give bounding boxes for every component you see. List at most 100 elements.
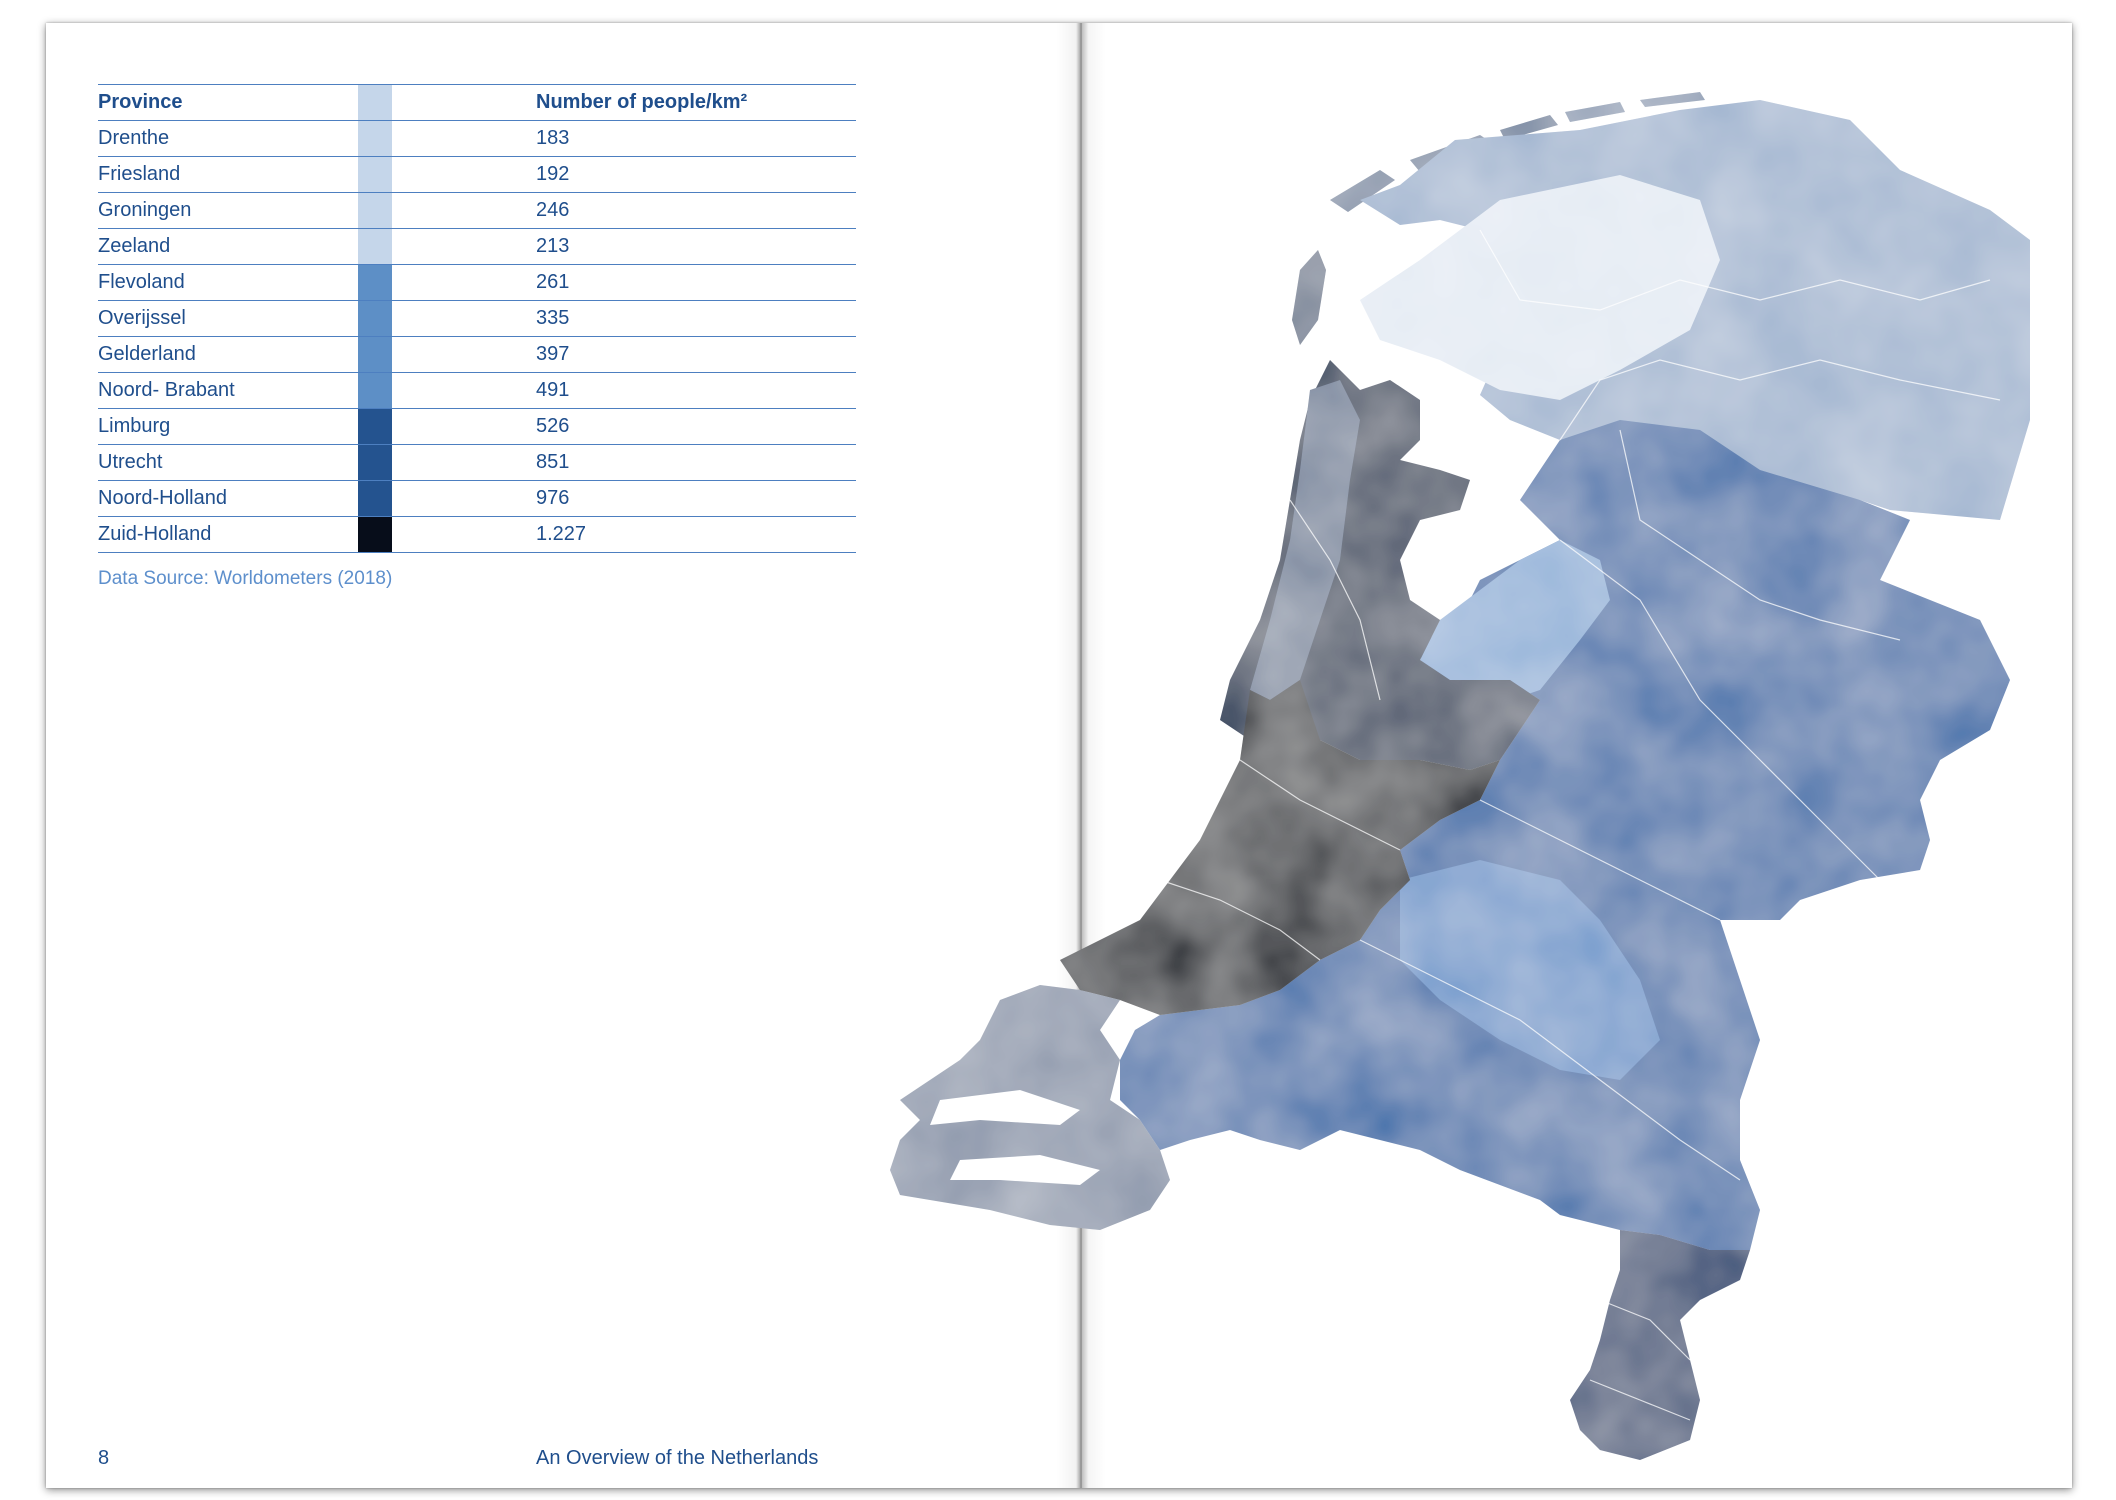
province-cell: Flevoland	[98, 264, 358, 301]
color-swatch-cell	[358, 444, 392, 481]
density-cell: 183	[536, 120, 856, 157]
header-density: Number of people/km²	[536, 84, 856, 121]
color-swatch	[358, 337, 392, 372]
table-row: Noord-Holland 976	[98, 480, 856, 517]
spacer-cell	[392, 408, 536, 445]
spacer-cell	[392, 480, 536, 517]
density-cell: 397	[536, 336, 856, 373]
density-cell: 192	[536, 156, 856, 193]
density-cell: 976	[536, 480, 856, 517]
density-cell: 1.227	[536, 516, 856, 553]
table-row: Zeeland 213	[98, 228, 856, 265]
color-swatch	[358, 445, 392, 480]
spacer-cell	[392, 444, 536, 481]
island-rottum	[1640, 92, 1705, 107]
province-cell: Utrecht	[98, 444, 358, 481]
color-swatch	[358, 193, 392, 228]
spacer-cell	[392, 336, 536, 373]
density-cell: 261	[536, 264, 856, 301]
header-province: Province	[98, 84, 358, 121]
color-swatch-cell	[358, 264, 392, 301]
spacer-cell	[392, 516, 536, 553]
color-swatch-cell	[358, 516, 392, 553]
province-cell: Friesland	[98, 156, 358, 193]
table-row: Limburg 526	[98, 408, 856, 445]
province-cell: Limburg	[98, 408, 358, 445]
color-swatch	[358, 409, 392, 444]
color-swatch-cell	[358, 372, 392, 409]
province-cell: Drenthe	[98, 120, 358, 157]
density-table: Province Number of people/km² Drenthe 183…	[98, 84, 856, 553]
table-body: Drenthe 183 Friesland 192 Groningen 246 Zeelan…	[98, 120, 856, 553]
spacer-cell	[392, 156, 536, 193]
color-swatch	[358, 301, 392, 336]
spacer-cell	[392, 300, 536, 337]
density-cell: 335	[536, 300, 856, 337]
spacer-cell	[392, 120, 536, 157]
spacer-cell	[392, 192, 536, 229]
color-swatch	[358, 229, 392, 264]
province-cell: Overijssel	[98, 300, 358, 337]
region-zeeland-water	[930, 1090, 1080, 1125]
table-row: Friesland 192	[98, 156, 856, 193]
island-texel	[1292, 250, 1326, 345]
color-swatch	[358, 157, 392, 192]
color-swatch	[358, 121, 392, 156]
density-cell: 851	[536, 444, 856, 481]
color-swatch-cell	[358, 192, 392, 229]
province-cell: Gelderland	[98, 336, 358, 373]
table-row: Zuid-Holland 1.227	[98, 516, 856, 553]
color-swatch-cell	[358, 336, 392, 373]
header-spacer	[392, 84, 536, 121]
table-row: Utrecht 851	[98, 444, 856, 481]
color-swatch	[358, 517, 392, 552]
region-zeeland-water-2	[950, 1155, 1100, 1185]
color-swatch-cell	[358, 480, 392, 517]
region-north-light	[1360, 175, 1720, 400]
color-swatch	[358, 481, 392, 516]
density-cell: 526	[536, 408, 856, 445]
region-zuid-holland	[1060, 680, 1500, 1015]
table-row: Flevoland 261	[98, 264, 856, 301]
table-row: Overijssel 335	[98, 300, 856, 337]
province-cell: Noord- Brabant	[98, 372, 358, 409]
density-cell: 246	[536, 192, 856, 229]
header-swatch	[358, 84, 392, 121]
data-source: Data Source: Worldometers (2018)	[98, 568, 393, 589]
spacer-cell	[392, 372, 536, 409]
province-cell: Groningen	[98, 192, 358, 229]
table-row: Drenthe 183	[98, 120, 856, 157]
spacer-cell	[392, 264, 536, 301]
density-cell: 491	[536, 372, 856, 409]
color-swatch-cell	[358, 156, 392, 193]
header-swatch-fill	[358, 85, 392, 120]
region-center-east	[1120, 420, 2010, 1250]
color-swatch-cell	[358, 228, 392, 265]
table-row: Noord- Brabant 491	[98, 372, 856, 409]
density-cell: 213	[536, 228, 856, 265]
spacer-cell	[392, 228, 536, 265]
color-swatch	[358, 265, 392, 300]
map-borders	[1159, 229, 2001, 1421]
page-number: 8	[98, 1447, 110, 1469]
color-swatch-cell	[358, 408, 392, 445]
color-swatch-cell	[358, 300, 392, 337]
region-limburg	[1570, 1230, 1750, 1460]
region-brabant-light	[1400, 860, 1660, 1080]
running-title: An Overview of the Netherlands	[536, 1447, 819, 1469]
island-schiermonnikoog	[1565, 102, 1625, 122]
region-flevoland-light	[1420, 540, 1610, 700]
table-row: Gelderland 397	[98, 336, 856, 373]
color-swatch	[358, 373, 392, 408]
province-cell: Zuid-Holland	[98, 516, 358, 553]
island-vlieland	[1330, 170, 1395, 212]
table-row: Groningen 246	[98, 192, 856, 229]
province-cell: Zeeland	[98, 228, 358, 265]
color-swatch-cell	[358, 120, 392, 157]
region-noord-holland-coast	[1250, 380, 1360, 700]
island-ameland	[1500, 115, 1558, 140]
table-header-row: Province Number of people/km²	[98, 84, 856, 121]
province-cell: Noord-Holland	[98, 480, 358, 517]
